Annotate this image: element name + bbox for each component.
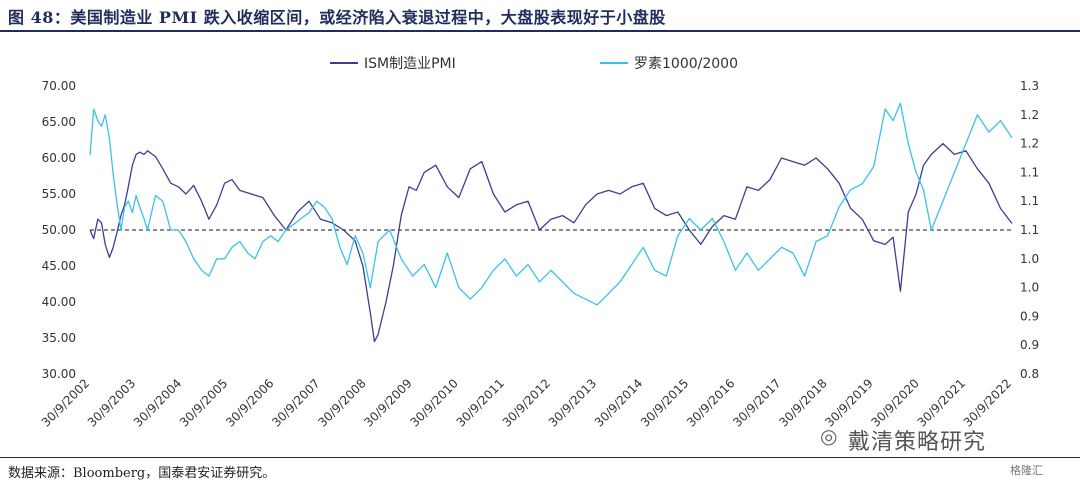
y-left-tick-label: 30.00: [42, 367, 76, 381]
x-tick-label: 30/9/2010: [408, 376, 461, 429]
x-tick-label: 30/9/2017: [730, 376, 783, 429]
series-line-ism-pmi: [89, 142, 1013, 343]
y-right-tick-label: 1.2: [1020, 137, 1039, 151]
y-left-tick-label: 35.00: [42, 331, 76, 345]
x-tick-label: 30/9/2019: [822, 376, 875, 429]
y-left-tick-label: 45.00: [42, 259, 76, 273]
series-line-russell-ratio: [89, 102, 1013, 306]
y-right-tick-label: 1.0: [1020, 281, 1039, 295]
legend-label: ISM制造业PMI: [364, 56, 456, 72]
x-tick-label: 30/9/2006: [223, 376, 276, 429]
y-right-tick-label: 1.2: [1020, 108, 1039, 122]
brand-label: 格隆汇: [1010, 464, 1043, 477]
x-tick-label: 30/9/2007: [269, 376, 322, 429]
y-left-tick-label: 40.00: [42, 295, 76, 309]
x-tick-label: 30/9/2015: [638, 376, 691, 429]
x-tick-label: 30/9/2016: [684, 376, 737, 429]
x-tick-label: 30/9/2020: [869, 376, 922, 429]
y-right-tick-label: 0.9: [1020, 309, 1039, 323]
y-right-tick-label: 1.1: [1020, 194, 1039, 208]
y-left-tick-label: 65.00: [42, 115, 76, 129]
x-tick-label: 30/9/2018: [776, 376, 829, 429]
title-rule: [0, 30, 1080, 32]
x-tick-label: 30/9/2014: [592, 376, 645, 429]
y-left-tick-label: 55.00: [42, 187, 76, 201]
x-tick-label: 30/9/2002: [39, 376, 92, 429]
x-tick-label: 30/9/2008: [315, 376, 368, 429]
x-tick-label: 30/9/2013: [546, 376, 599, 429]
x-tick-label: 30/9/2022: [961, 376, 1014, 429]
x-tick-label: 30/9/2004: [131, 376, 184, 429]
x-tick-label: 30/9/2012: [500, 376, 553, 429]
legend-label: 罗素1000/2000: [634, 56, 738, 72]
source-rule: [0, 457, 1080, 458]
y-right-tick-label: 1.1: [1020, 165, 1039, 179]
y-right-tick-label: 0.9: [1020, 338, 1039, 352]
y-right-tick-label: 0.8: [1020, 367, 1039, 381]
x-tick-label: 30/9/2011: [454, 376, 507, 429]
y-right-tick-label: 1.3: [1020, 79, 1039, 93]
y-right-tick-label: 1.0: [1020, 252, 1039, 266]
wechat-icon: ◎: [820, 424, 838, 448]
x-tick-label: 30/9/2021: [915, 376, 968, 429]
y-left-tick-label: 70.00: [42, 79, 76, 93]
watermark-text: 戴清策略研究: [848, 430, 987, 455]
y-left-tick-label: 50.00: [42, 223, 76, 237]
x-tick-label: 30/9/2009: [361, 376, 414, 429]
chart: 70.00 65.00 60.00 55.00 50.00 45.00 40.00 35.00…: [39, 56, 1039, 430]
source-note: 数据来源：Bloomberg，国泰君安证券研究。: [8, 466, 276, 481]
x-tick-label: 30/9/2005: [177, 376, 230, 429]
y-right-tick-label: 1.1: [1020, 223, 1039, 237]
y-left-tick-label: 60.00: [42, 151, 76, 165]
figure-title: 图 48：美国制造业 PMI 跌入收缩区间，或经济陷入衰退过程中，大盘股表现好于…: [8, 8, 666, 27]
x-tick-label: 30/9/2003: [85, 376, 138, 429]
